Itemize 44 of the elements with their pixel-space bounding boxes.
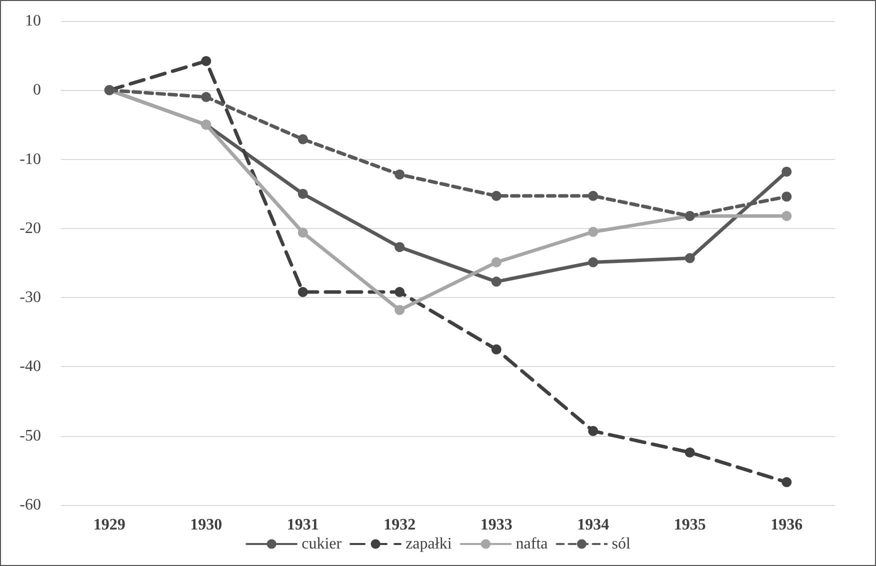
x-tick-label: 1930 (190, 516, 222, 534)
point (782, 166, 792, 177)
y-tick-label: -20 (20, 220, 41, 237)
x-tick-label: 1931 (286, 516, 319, 534)
point (201, 92, 212, 102)
x-tick-label: 1936 (770, 516, 803, 534)
point (491, 257, 502, 268)
point (394, 305, 405, 316)
point (298, 188, 308, 199)
point (782, 477, 792, 488)
x-tick-label: 1929 (93, 516, 126, 534)
point (394, 242, 405, 252)
point (201, 56, 212, 66)
y-tick-label: 10 (25, 12, 41, 30)
point (782, 210, 792, 221)
y-tick-label: -60 (20, 496, 41, 514)
point (684, 447, 695, 458)
point (684, 253, 695, 264)
point (491, 276, 502, 287)
legend-label: cukier (302, 536, 342, 552)
x-tick-label: 1932 (384, 516, 416, 534)
point (588, 257, 598, 268)
legend-label: zapałki (406, 536, 452, 552)
y-tick-label: 0 (33, 82, 41, 99)
x-tick-label: 1934 (577, 516, 610, 534)
point (588, 190, 598, 201)
y-tick-label: -30 (20, 289, 41, 306)
point (491, 344, 502, 354)
point (394, 170, 405, 180)
x-tick-label: 1933 (480, 516, 512, 534)
x-tick-label: 1935 (674, 516, 706, 534)
point (298, 228, 308, 238)
point (491, 190, 502, 201)
y-tick-label: -50 (20, 427, 41, 444)
y-tick-label: -10 (20, 150, 41, 168)
point (394, 287, 405, 298)
legend-label: sól (612, 536, 631, 552)
point (588, 426, 598, 436)
point (782, 192, 792, 202)
point (298, 287, 308, 298)
y-tick-label: -40 (20, 358, 41, 376)
legend-label: nafta (516, 536, 548, 552)
point (588, 226, 598, 237)
point (298, 134, 308, 144)
